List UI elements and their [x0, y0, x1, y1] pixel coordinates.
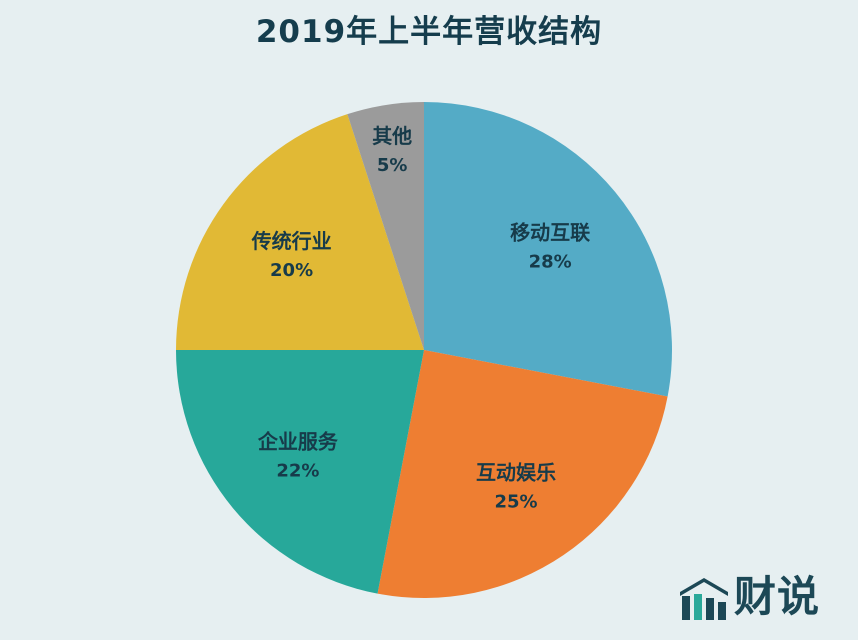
- slice-label-1: 互动娱乐: [476, 460, 556, 484]
- slice-label-4: 其他: [372, 124, 412, 148]
- pie-slice-0: [424, 102, 672, 397]
- pie-slice-4: [347, 102, 424, 350]
- slice-value-label-1: 25%: [494, 491, 537, 512]
- slice-value-label-0: 28%: [529, 252, 572, 273]
- slice-value-label-3: 20%: [270, 260, 313, 281]
- pie-slice-3: [176, 114, 424, 350]
- pie-slice-1: [377, 350, 668, 599]
- brand-name: 财说: [734, 572, 821, 621]
- bar-chart-logo-icon: [680, 578, 728, 620]
- slice-value-label-4: 5%: [377, 155, 408, 176]
- slice-label-2: 企业服务: [257, 429, 339, 453]
- brand-logo: 财说: [678, 572, 834, 622]
- slice-label-0: 移动互联: [510, 221, 590, 245]
- pie-slice-2: [176, 350, 424, 594]
- chart-title: 2019年上半年营收结构: [255, 14, 603, 50]
- slice-label-3: 传统行业: [251, 229, 332, 253]
- slice-value-label-2: 22%: [276, 460, 319, 481]
